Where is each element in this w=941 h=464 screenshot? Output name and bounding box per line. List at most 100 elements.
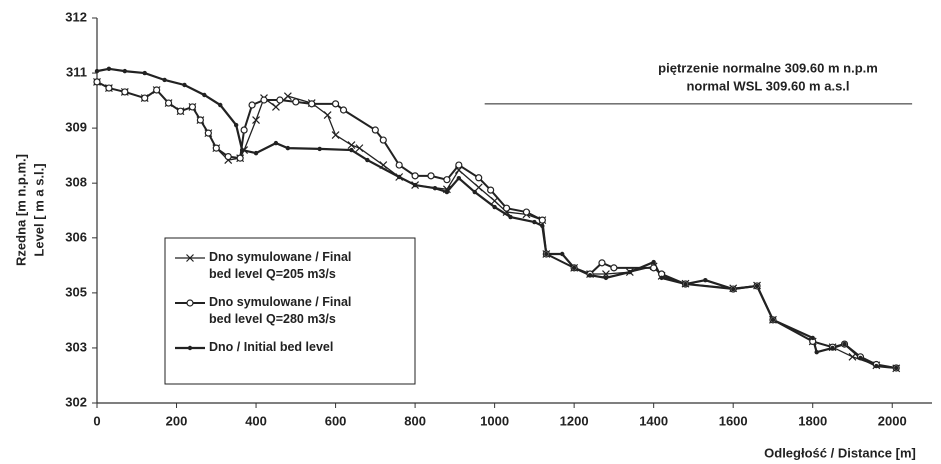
legend-label: Dno symulowane / Final bed level Q=280 m…	[209, 295, 352, 326]
x-tick-label: 400	[245, 413, 267, 428]
marker	[331, 131, 340, 139]
marker	[105, 84, 113, 92]
y-axis-label: Rzedna [m n.p.m.]	[13, 154, 28, 266]
marker	[814, 349, 819, 355]
marker	[598, 259, 606, 267]
marker	[587, 272, 593, 278]
marker	[894, 365, 899, 371]
marker	[94, 68, 100, 74]
x-tick-label: 0	[93, 413, 100, 428]
marker	[432, 185, 438, 191]
marker	[186, 254, 194, 262]
y-tick-label: 308	[65, 175, 87, 190]
marker	[176, 107, 185, 115]
x-tick-label: 1000	[480, 413, 509, 428]
marker	[602, 270, 610, 278]
marker	[395, 161, 403, 169]
series-line	[96, 67, 897, 370]
marker	[544, 251, 549, 257]
marker	[848, 352, 857, 361]
marker	[347, 141, 356, 149]
marker	[475, 174, 483, 182]
marker	[858, 355, 863, 361]
marker	[412, 182, 418, 188]
marker	[456, 175, 462, 181]
marker	[204, 129, 212, 137]
marker	[610, 264, 618, 272]
y-tick-label: 306	[65, 229, 87, 244]
marker	[371, 126, 379, 134]
marker	[323, 111, 332, 119]
marker	[540, 223, 545, 229]
marker	[162, 77, 167, 83]
marker	[443, 176, 451, 184]
marker	[603, 275, 609, 281]
legend-entry: Dno / Initial bed level	[209, 340, 334, 354]
marker	[355, 144, 364, 153]
x-tick-label: 2000	[878, 413, 907, 428]
marker	[683, 281, 688, 287]
marker	[260, 96, 268, 104]
marker	[474, 183, 483, 192]
marker	[218, 102, 223, 108]
marker	[730, 286, 736, 292]
marker	[122, 68, 128, 74]
marker	[874, 363, 879, 369]
marker	[379, 161, 388, 169]
legend-entry: Dno symulowane / Final bed level Q=280 m…	[209, 295, 352, 326]
legend-label: Dno symulowane / Final bed level Q=205 m…	[209, 250, 352, 281]
marker	[522, 208, 531, 216]
marker	[121, 88, 129, 96]
marker	[492, 204, 497, 210]
marker	[283, 92, 292, 101]
marker	[308, 100, 316, 108]
marker	[253, 150, 259, 156]
marker	[365, 157, 370, 163]
marker	[442, 185, 451, 194]
marker	[106, 66, 112, 72]
legend-label: Dno / Initial bed level	[209, 340, 334, 354]
marker	[487, 186, 495, 194]
marker	[141, 94, 149, 102]
marker	[285, 145, 291, 151]
marker	[240, 126, 248, 134]
marker	[830, 345, 835, 351]
marker	[202, 92, 207, 98]
y-tick-label: 303	[65, 339, 87, 354]
x-tick-label: 1800	[798, 413, 827, 428]
marker	[317, 146, 322, 152]
marker	[273, 140, 279, 146]
y-axis-label: Level [ m a s.l.]	[31, 163, 46, 256]
x-tick-label: 1600	[719, 413, 748, 428]
marker	[411, 172, 419, 180]
marker	[276, 96, 284, 104]
marker	[502, 204, 511, 212]
marker	[153, 86, 161, 94]
marker	[196, 116, 204, 124]
y-tick-label: 305	[65, 284, 87, 299]
y-tick-label: 309	[65, 120, 87, 135]
marker	[187, 345, 193, 351]
y-tick-label: 312	[65, 9, 87, 24]
marker	[188, 103, 197, 111]
marker	[233, 122, 239, 128]
marker	[349, 147, 354, 153]
x-axis-label: Odległość / Distance [m]	[764, 445, 916, 460]
marker	[331, 100, 340, 108]
x-tick-label: 800	[404, 413, 426, 428]
marker	[842, 341, 847, 347]
marker	[248, 101, 256, 109]
marker	[754, 283, 760, 289]
legend-box	[164, 237, 416, 385]
annotation: normal WSL 309.60 m a.s.l	[686, 78, 849, 93]
marker	[472, 189, 477, 195]
x-tick-label: 200	[166, 413, 188, 428]
marker	[560, 251, 565, 257]
x-tick-label: 1400	[639, 413, 668, 428]
y-tick-label: 302	[65, 394, 87, 409]
marker	[444, 189, 450, 195]
marker	[164, 99, 173, 107]
marker	[292, 98, 300, 106]
marker	[142, 70, 147, 76]
marker	[396, 174, 402, 180]
